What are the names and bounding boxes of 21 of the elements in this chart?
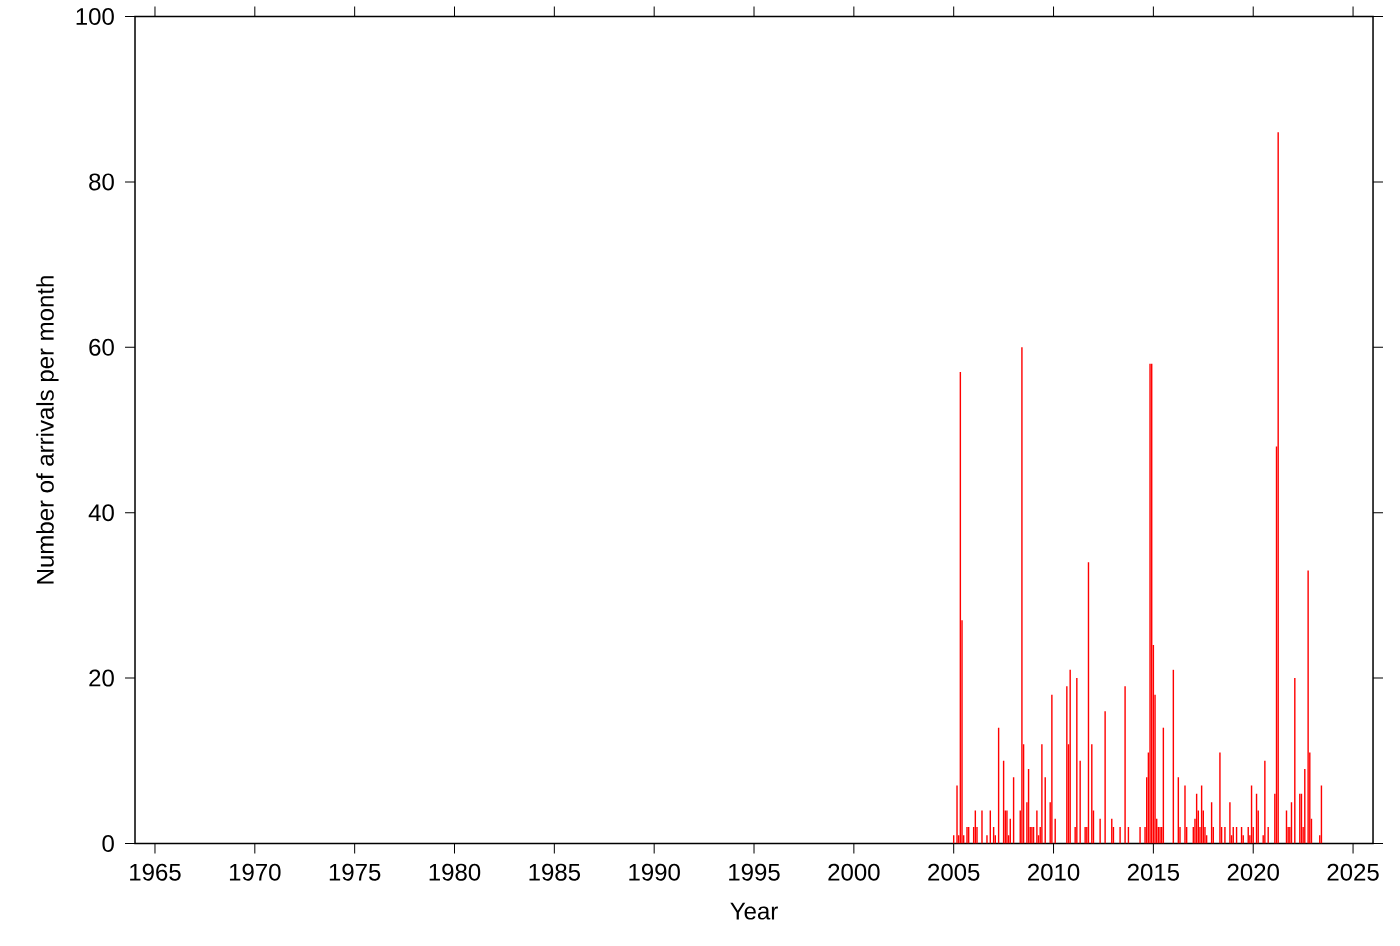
x-axis-title: Year: [730, 902, 778, 920]
y-tick-label: 0: [102, 834, 114, 852]
x-tick-label: 1975: [329, 863, 381, 881]
y-tick-label: 20: [89, 669, 114, 687]
x-tick-label: 1980: [429, 863, 481, 881]
y-axis-title: Number of arrivals per month: [36, 275, 59, 584]
x-tick-label: 1995: [729, 863, 780, 881]
x-tick-label: 2000: [828, 863, 880, 881]
x-tick-label: 2025: [1327, 863, 1379, 881]
x-tick-label: 1965: [130, 863, 181, 881]
x-tick-label: 2020: [1227, 863, 1279, 881]
y-tick-label: 80: [89, 173, 114, 191]
x-tick-label: 1990: [629, 863, 680, 881]
y-tick-label: 60: [89, 338, 114, 356]
y-tick-label: 40: [88, 503, 114, 521]
x-tick-label: 2015: [1127, 863, 1180, 881]
x-tick-label: 1985: [529, 863, 581, 881]
y-tick-label: 100: [76, 7, 114, 25]
x-tick-label: 1970: [229, 863, 281, 881]
x-tick-label: 2010: [1028, 863, 1080, 881]
x-tick-label: 2005: [928, 863, 980, 881]
